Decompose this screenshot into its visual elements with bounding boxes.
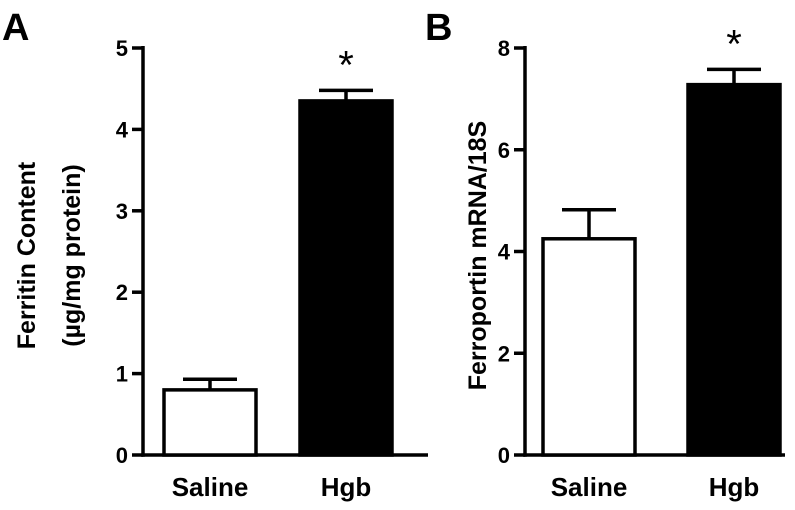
y-axis-title: Ferroportin mRNA/18S <box>464 121 492 390</box>
y-tick-label: 2 <box>116 280 128 305</box>
bar-saline <box>541 237 637 457</box>
chart-panel-a: A 0 1 2 3 4 5 Saline Hgb * Ferritin Content (µg/mg … <box>2 7 428 502</box>
y-tick-label: 0 <box>498 443 510 468</box>
bar-saline <box>162 388 258 457</box>
x-category-label: Hgb <box>709 472 760 502</box>
y-tick-label: 4 <box>498 240 511 265</box>
y-tick-label: 5 <box>116 36 128 61</box>
y-tick-label: 3 <box>116 199 128 224</box>
y-axis-title: (µg/mg protein) <box>58 164 86 346</box>
x-category-label: Hgb <box>321 472 372 502</box>
panel-letter: A <box>2 7 29 49</box>
significance-marker: * <box>726 22 742 66</box>
y-axis-title: Ferritin Content <box>13 161 41 349</box>
x-category-label: Saline <box>551 472 628 502</box>
significance-marker: * <box>338 43 354 87</box>
y-tick-label: 6 <box>498 138 510 163</box>
bar-hgb <box>298 99 394 457</box>
y-tick-label: 4 <box>116 117 129 142</box>
y-tick-label: 8 <box>498 36 510 61</box>
x-category-label: Saline <box>172 472 249 502</box>
chart-panel-b: B 0 2 4 6 8 Saline Hgb * Ferroportin mRNA/18S <box>425 7 785 502</box>
panel-letter: B <box>425 7 452 49</box>
bar-hgb <box>686 82 782 457</box>
y-tick-label: 2 <box>498 341 510 366</box>
y-tick-label: 1 <box>116 362 128 387</box>
y-tick-label: 0 <box>116 443 128 468</box>
